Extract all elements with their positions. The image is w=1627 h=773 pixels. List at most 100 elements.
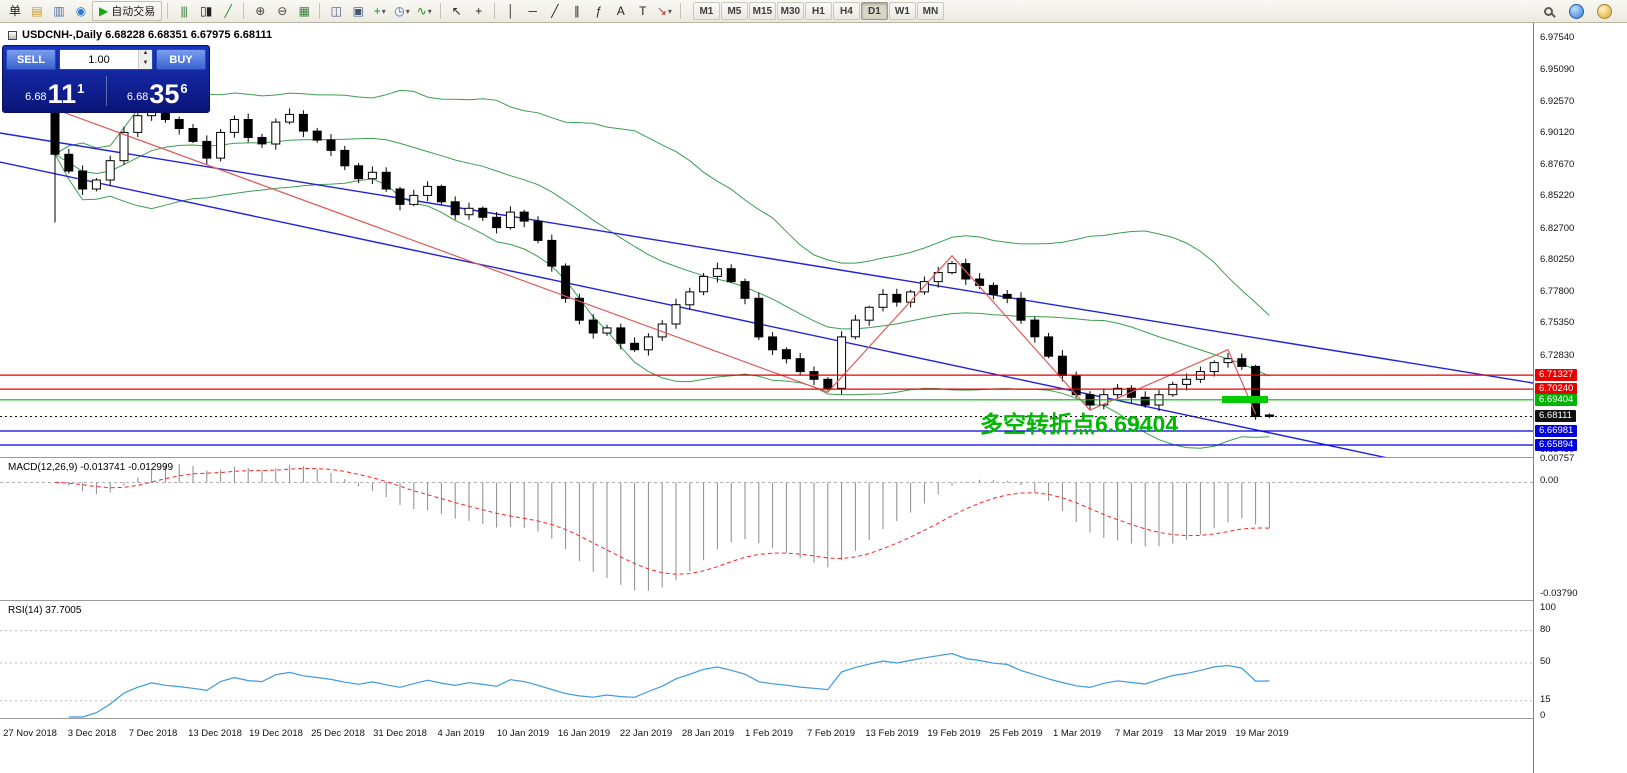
candle-body (119, 131, 129, 162)
crosshair-tool[interactable]: + (468, 1, 489, 21)
timeframe-m30[interactable]: M30 (776, 2, 804, 20)
candle-body (367, 171, 377, 180)
fibonacci-icon: ƒ (595, 4, 602, 18)
candle-body (878, 293, 888, 308)
main-chart-panel[interactable]: USDCNH-,Daily 6.68228 6.68351 6.67975 6.… (0, 23, 1533, 457)
candle-body (850, 319, 860, 338)
candle-body (464, 207, 474, 216)
cursor-tool[interactable]: ↖ (446, 1, 467, 21)
candle-body (285, 113, 295, 123)
main-toolbar: 单 ▤ ▥ ◉ ▶ 自动交易 ||| ▯▮ ╱ ⊕ ⊖ ▦ ◫ ▣ + ▾ ◷ ▾ ∿ ▾ ↖ + │ ─ ╱ ∥ ƒ A T ↘ ▾ M1… (0, 0, 1627, 23)
timeframe-mn[interactable]: MN (916, 2, 944, 20)
candle-body (699, 275, 709, 293)
timeframe-m15[interactable]: M15 (748, 2, 776, 20)
candle-body (561, 265, 571, 299)
candle-body (795, 358, 805, 373)
price-axis[interactable]: 6.97540 6.95090 6.92570 6.90120 6.87670 6.852… (1533, 23, 1627, 773)
text-tool[interactable]: A (610, 1, 631, 21)
sell-button[interactable]: SELL (6, 49, 56, 70)
channel-tool[interactable]: ∥ (566, 1, 587, 21)
timeframe-m5[interactable]: M5 (720, 2, 748, 20)
timeframe-h4[interactable]: H4 (832, 2, 860, 20)
timeframe-d1[interactable]: D1 (860, 2, 888, 20)
candle-body (229, 119, 239, 133)
channel-line[interactable] (0, 161, 1533, 457)
volume-up-icon[interactable]: ▲ (139, 50, 152, 60)
macd-panel[interactable]: MACD(12,26,9) -0.013741 -0.012999 (0, 457, 1533, 600)
zoom-in-icon: ⊕ (255, 4, 265, 18)
timeframe-m1[interactable]: M1 (692, 2, 720, 20)
horizontal-line-tool[interactable]: ─ (522, 1, 543, 21)
zoom-in-icon[interactable]: ⊕ (249, 1, 270, 21)
date-label: 19 Mar 2019 (1235, 728, 1289, 739)
dropdown-arrow-icon[interactable]: ▾ (667, 6, 672, 16)
cascade-windows-icon: ▣ (352, 4, 364, 18)
help-button[interactable] (1594, 1, 1615, 21)
indicators-button[interactable]: ∿ ▾ (414, 1, 435, 21)
community-button[interactable] (1566, 1, 1587, 21)
arrows-tool[interactable]: ↘ ▾ (654, 1, 675, 21)
vertical-line-tool[interactable]: │ (500, 1, 521, 21)
label-tool[interactable]: T (632, 1, 653, 21)
grid-icon[interactable]: ▦ (293, 1, 314, 21)
candle-body (533, 220, 543, 241)
volume-spinner: ▲ ▼ (138, 50, 152, 69)
line-chart-icon[interactable]: ╱ (217, 1, 238, 21)
rsi-panel[interactable]: RSI(14) 37.7005 (0, 600, 1533, 718)
trendline-tool[interactable]: ╱ (544, 1, 565, 21)
bollinger-band (54, 137, 1270, 377)
buy-price[interactable]: 6.68 35 6 (109, 73, 207, 109)
highlight-bar[interactable] (1222, 396, 1268, 403)
macd-signal-line (54, 467, 1270, 575)
axis-tick-label: 6.72830 (1540, 350, 1575, 361)
candle-body (712, 268, 722, 277)
timeframe-h1[interactable]: H1 (804, 2, 832, 20)
bar-chart-icon[interactable]: ||| (173, 1, 194, 21)
new-order-button[interactable]: 单 (4, 1, 25, 21)
date-label: 3 Dec 2018 (67, 728, 117, 739)
sell-price[interactable]: 6.68 11 1 (6, 73, 104, 109)
line-chart-icon: ╱ (224, 4, 232, 18)
trend-zigzag-line[interactable] (54, 108, 1257, 415)
price-level-label: 6.66981 (1535, 425, 1578, 437)
volume-control: ▲▼ (59, 49, 153, 70)
dropdown-arrow-icon[interactable]: ▾ (427, 6, 432, 16)
tile-windows-icon[interactable]: ◫ (325, 1, 346, 21)
terminal-window-icon[interactable]: ▥ (48, 1, 69, 21)
channel-line[interactable] (0, 132, 1533, 384)
chart-annotation-text[interactable]: 多空转折点6.69404 (980, 411, 1179, 437)
market-globe-icon: ◉ (75, 4, 87, 18)
new-chart-button[interactable]: + ▾ (369, 1, 390, 21)
profiles-button[interactable]: ◷ ▾ (391, 1, 413, 21)
channel-icon: ∥ (573, 4, 580, 18)
time-axis[interactable]: 27 Nov 2018 3 Dec 2018 7 Dec 2018 13 Dec 20… (0, 718, 1533, 748)
search-button[interactable] (1538, 1, 1559, 21)
dropdown-arrow-icon[interactable]: ▾ (381, 6, 386, 16)
auto-trading-icon: ▶ (99, 4, 108, 18)
volume-down-icon[interactable]: ▼ (139, 59, 152, 69)
cascade-windows-icon[interactable]: ▣ (347, 1, 368, 21)
dropdown-arrow-icon[interactable]: ▾ (405, 6, 410, 16)
bar-chart-icon: ||| (180, 4, 188, 18)
axis-tick-label: 80 (1540, 624, 1551, 635)
market-globe-icon[interactable]: ◉ (70, 1, 91, 21)
timeframe-w1[interactable]: W1 (888, 2, 916, 20)
candle-body (326, 139, 336, 151)
candle-body (202, 140, 212, 159)
chart-title: USDCNH-,Daily 6.68228 6.68351 6.67975 6.… (8, 29, 272, 41)
candle-body (271, 121, 281, 145)
label-icon: T (639, 4, 646, 18)
axis-tick-label: 15 (1540, 694, 1551, 705)
buy-button[interactable]: BUY (156, 49, 206, 70)
candle-body (1209, 362, 1219, 373)
candlestick-chart-icon[interactable]: ▯▮ (195, 1, 216, 21)
volume-input[interactable] (60, 50, 138, 69)
auto-trading-button[interactable]: ▶ 自动交易 (92, 1, 163, 21)
chart-window-icon[interactable]: ▤ (26, 1, 47, 21)
fibonacci-tool[interactable]: ƒ (588, 1, 609, 21)
candle-body (492, 216, 502, 229)
zoom-out-icon[interactable]: ⊖ (271, 1, 292, 21)
candle-body (519, 211, 529, 222)
candlestick-chart[interactable] (0, 23, 1533, 457)
